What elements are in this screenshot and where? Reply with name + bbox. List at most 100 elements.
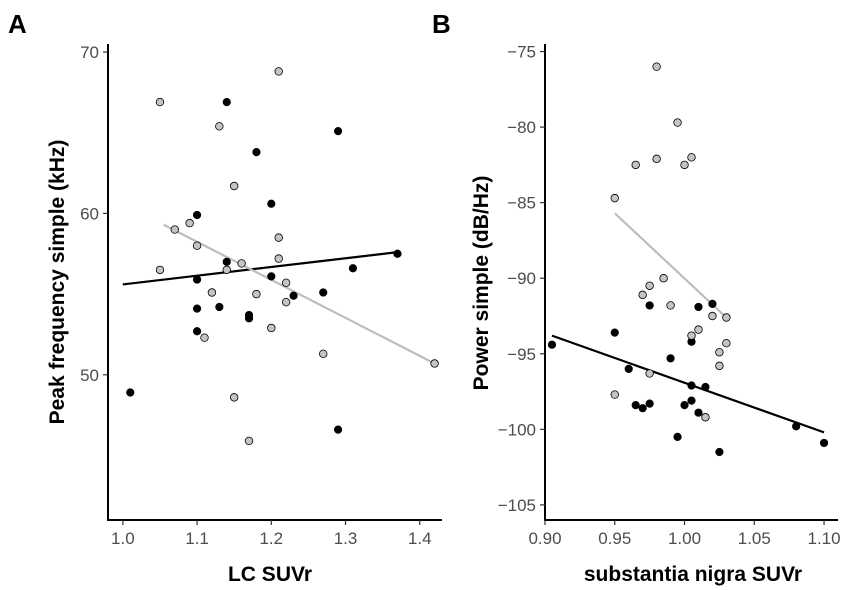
panel-a-x-title: LC SUVr (228, 563, 312, 586)
panel-b-gray-point (701, 413, 710, 422)
panel-a-black-point (244, 310, 254, 320)
panel-a-x-tick-label: 1.1 (185, 529, 209, 548)
panel-a-fit-lines (122, 223, 436, 365)
panel-a-black-point (192, 327, 202, 336)
panel-a-gray-point (185, 218, 194, 228)
panel-a-x-tick-label: 1.2 (259, 529, 283, 548)
panel-b-y-tick-label: −75 (507, 43, 536, 62)
panel-a-gray-point (281, 297, 291, 307)
panel-b-x-title: substantia nigra SUVr (584, 563, 802, 586)
panel-b-black-point (701, 382, 710, 392)
panel-b-black-point (645, 301, 654, 310)
panel-b-black-point (610, 328, 619, 337)
panel-a-gray-point (207, 288, 217, 297)
panel-a-black-point (348, 264, 358, 273)
panel-b-gray-point (666, 301, 675, 310)
panel-b-black-point (666, 354, 675, 363)
panel-a-gray-point (155, 265, 165, 275)
panel-b-gray-point (652, 154, 661, 164)
panel-a-black-point (333, 127, 343, 136)
panel-a-gray-point (281, 278, 291, 288)
panel-a-gray-point (229, 181, 239, 191)
panel-a-gray-point (229, 393, 239, 402)
panel-b-gray-point (638, 290, 647, 300)
panel-b-gray-point (645, 281, 654, 290)
panel-a-black-point (222, 97, 231, 107)
panel-a-gray-point (215, 122, 224, 131)
panel-b-black-point (673, 432, 682, 441)
panel-a-gray-point (222, 265, 231, 275)
panel-b-black-point (792, 422, 801, 431)
panel-b-gray-point (680, 160, 689, 170)
panel-b-y-tick-label: −95 (507, 345, 536, 364)
panel-b-y-tick-label: −100 (498, 420, 536, 439)
panel-b-black-point (680, 401, 689, 410)
panel-a-black-point (222, 257, 231, 266)
panel-a-gray-point (237, 259, 246, 268)
panel-b-gray-point (687, 153, 696, 162)
panel-b: B −75 −80 −85 −90 −95 −100 −105 0.90 0.95 1.00 1.… (432, 9, 841, 586)
panel-a-black-point (267, 199, 276, 208)
panel-a: A 50 60 70 1.0 1.1 1.2 1.3 1.4 Peak frequency … (8, 9, 442, 586)
panel-b-y-ticks: −75 −80 −85 −90 −95 −100 −105 (498, 43, 545, 515)
panel-b-y-title: Power simple (dB/Hz) (470, 176, 493, 391)
panel-b-gray-point (673, 118, 682, 127)
panel-a-x-tick-label: 1.4 (408, 529, 432, 548)
panel-a-black-point (215, 302, 224, 312)
panel-b-y-tick-label: −90 (507, 269, 536, 288)
panel-b-x-tick-label: 1.10 (808, 529, 841, 548)
panel-b-gray-point (708, 311, 717, 321)
panel-a-y-tick-label: 60 (80, 204, 99, 223)
panel-b-gray-point (610, 390, 619, 399)
panel-b-gray-point (722, 313, 731, 322)
panel-b-gray-point (652, 62, 661, 71)
panel-a-black-point (252, 148, 261, 157)
panel-b-black-point (694, 302, 703, 312)
panel-b-gray-point (631, 160, 640, 170)
panel-b-black-point (715, 447, 724, 457)
panel-b-x-tick-label: 1.00 (668, 529, 701, 548)
panel-a-black-point (192, 275, 202, 284)
panel-a-black-point (126, 388, 135, 397)
panel-a-gray-point (274, 67, 283, 76)
panel-b-y-tick-label: −80 (507, 118, 536, 137)
panel-a-black-fit-line (122, 251, 398, 286)
panel-b-black-point (547, 340, 557, 349)
panel-b-gray-point (715, 348, 724, 357)
panel-a-gray-point (252, 289, 261, 299)
panel-b-black-point (687, 381, 696, 390)
panel-a-black-point (192, 210, 202, 220)
panel-a-gray-point (200, 333, 209, 342)
panel-a-gray-point (170, 225, 179, 234)
panel-a-y-ticks: 50 60 70 (80, 43, 108, 385)
panel-a-points (126, 67, 439, 446)
panel-b-black-point (631, 401, 640, 410)
panel-b-black-point (645, 399, 654, 408)
panel-a-gray-point (244, 436, 254, 446)
panel-b-black-point (638, 404, 647, 413)
panel-a-gray-fit-line (163, 223, 436, 365)
panel-a-black-point (333, 425, 343, 434)
panel-b-x-ticks: 0.90 0.95 1.00 1.05 1.10 (528, 520, 841, 548)
panel-a-black-point (192, 304, 202, 313)
panel-b-gray-point (715, 361, 724, 371)
panel-a-gray-point (192, 241, 202, 250)
panel-b-gray-point (722, 339, 731, 348)
panel-b-black-point (694, 408, 703, 417)
panel-a-black-point (267, 272, 276, 281)
panel-a-y-tick-label: 70 (80, 43, 99, 62)
panel-a-gray-point (267, 323, 276, 333)
panel-a-x-tick-label: 1.3 (334, 529, 358, 548)
panel-a-gray-point (430, 359, 439, 368)
panel-b-black-point (819, 438, 829, 448)
panel-a-gray-point (319, 349, 328, 359)
panel-b-gray-point (645, 369, 654, 378)
panel-b-black-point (708, 299, 717, 309)
panel-b-points (547, 62, 829, 457)
panel-b-black-point (687, 396, 696, 405)
panel-b-gray-point (687, 331, 696, 340)
panel-b-x-tick-label: 1.05 (738, 529, 771, 548)
panel-b-label: B (432, 9, 451, 39)
panel-b-x-tick-label: 0.95 (598, 529, 631, 548)
